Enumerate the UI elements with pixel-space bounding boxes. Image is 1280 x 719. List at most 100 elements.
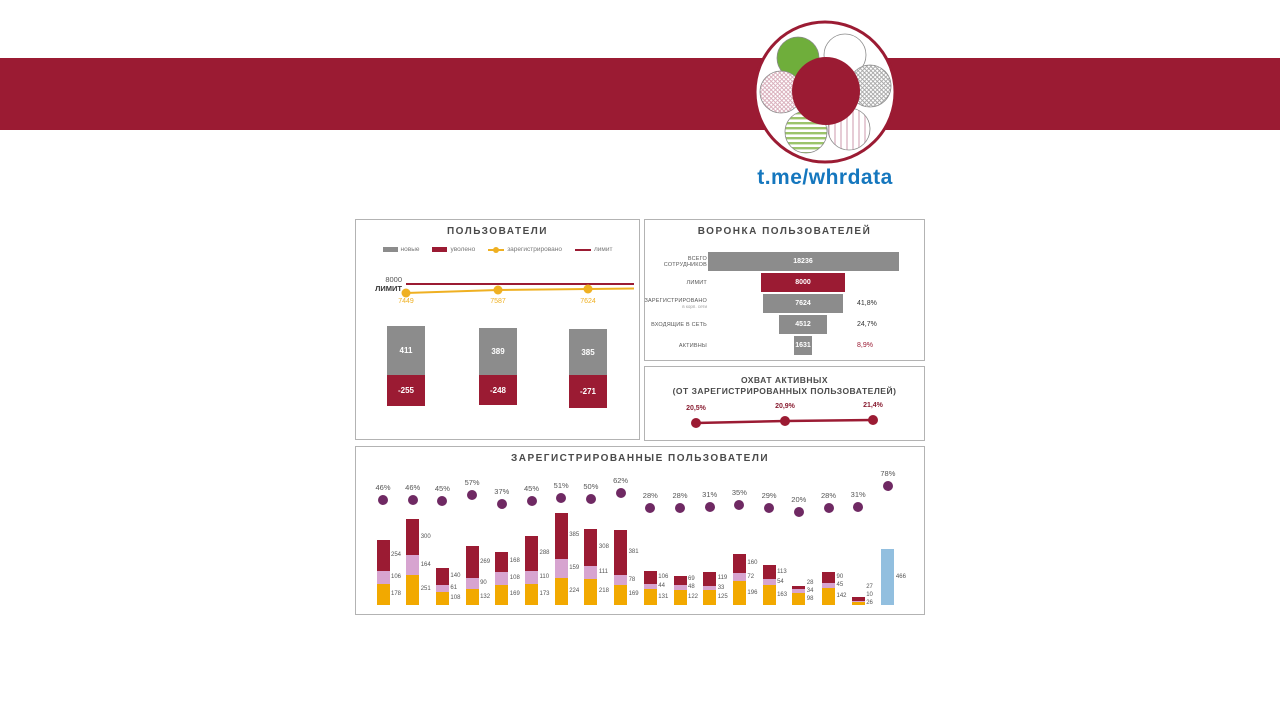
pct-label: 78% xyxy=(880,468,896,478)
segment-value: 196 xyxy=(747,589,758,596)
segment-value: 111 xyxy=(598,568,609,575)
users-legend: новые уволено зарегистрировано лимит xyxy=(356,246,639,253)
segment-value: 54 xyxy=(777,578,784,585)
funnel-row-label: АКТИВНЫ xyxy=(647,336,707,355)
limit-axis-label: 8000 ЛИМИТ xyxy=(358,275,402,293)
segment-value: 218 xyxy=(598,588,609,595)
segment-value: 45 xyxy=(836,581,844,588)
segment-value: 254 xyxy=(391,552,402,559)
pct-label: 51% xyxy=(553,481,569,491)
pct-dot xyxy=(407,495,418,506)
segment-value: 168 xyxy=(509,558,520,565)
bar-segment xyxy=(584,578,598,605)
registered-value: 7624 xyxy=(580,298,596,305)
funnel-row-label: ВСЕГО СОТРУДНИКОВ xyxy=(647,252,707,271)
bar-segment xyxy=(762,585,776,605)
bar-segment xyxy=(643,571,657,584)
fired-users-bar: -255 xyxy=(387,375,425,406)
gray-box-icon xyxy=(382,247,398,252)
segment-value: 106 xyxy=(658,574,669,581)
fired-users-bar: -248 xyxy=(479,375,517,405)
bar-segment xyxy=(792,593,806,605)
registered-panel: ЗАРЕГИСТРИРОВАННЫЕ ПОЛЬЗОВАТЕЛИ 46% 178 10… xyxy=(355,446,925,615)
bar-segment xyxy=(554,559,568,579)
pct-dot xyxy=(526,495,537,506)
segment-value: 108 xyxy=(450,595,461,602)
coverage-point-label: 20,5% xyxy=(686,405,706,412)
segment-value: 34 xyxy=(806,587,814,594)
pct-label: 45% xyxy=(434,483,450,493)
segment-value: 224 xyxy=(569,588,580,595)
pct-label: 31% xyxy=(850,490,866,500)
segment-value: 288 xyxy=(539,550,550,557)
funnel-row-label: ЗАРЕГИСТРИРОВАНО в корп. сети xyxy=(644,294,707,313)
registered-point xyxy=(583,284,593,294)
yellow-line-dot-icon xyxy=(488,246,505,253)
flower-logo xyxy=(750,17,900,167)
bar-segment xyxy=(792,585,806,590)
segment-value: 125 xyxy=(717,594,728,600)
bar-segment xyxy=(495,551,509,572)
segment-value: 48 xyxy=(688,583,695,590)
bar-segment xyxy=(554,578,568,605)
bar-segment xyxy=(732,572,746,582)
segment-value: 131 xyxy=(658,593,669,600)
pct-dot xyxy=(704,502,715,513)
telegram-link[interactable]: t.me/whrdata xyxy=(757,166,893,189)
segment-value: 44 xyxy=(658,583,665,590)
funnel-label-text: АКТИВНЫ xyxy=(678,342,707,349)
bar-segment xyxy=(376,540,390,571)
bar-segment xyxy=(673,584,687,591)
segment-value: 69 xyxy=(688,575,695,582)
legend-item: зарегистрировано xyxy=(488,246,562,253)
coverage-panel-subtitle: (ОТ ЗАРЕГИСТРИРОВАННЫХ ПОЛЬЗОВАТЕЛЕЙ) xyxy=(672,386,897,396)
segment-value: 159 xyxy=(569,565,580,572)
legend-label: лимит xyxy=(593,246,613,253)
pct-label: 62% xyxy=(613,476,629,486)
bar-segment xyxy=(614,584,628,605)
segment-value: 163 xyxy=(777,591,788,598)
segment-value: 169 xyxy=(628,591,639,598)
bar-segment xyxy=(584,565,598,579)
bar-segment xyxy=(465,546,479,579)
pct-label: 28% xyxy=(820,491,836,501)
bar-segment xyxy=(881,549,895,605)
bar-segment xyxy=(525,536,538,572)
bar-segment xyxy=(554,512,568,560)
funnel-row-label: ЛИМИТ xyxy=(647,273,707,292)
pct-dot xyxy=(585,493,596,504)
funnel-label-text: ЛИМИТ xyxy=(686,279,707,286)
bar-segment xyxy=(703,590,717,605)
segment-value: 381 xyxy=(628,549,639,555)
pct-dot xyxy=(882,480,893,491)
bar-segment xyxy=(465,578,479,590)
pct-dot xyxy=(496,499,507,510)
bar-segment xyxy=(703,586,717,590)
pct-label: 57% xyxy=(464,478,480,488)
registered-point xyxy=(401,288,411,298)
segment-value: 33 xyxy=(717,584,725,591)
coverage-panel-title: ОХВАТ АКТИВНЫХ xyxy=(740,375,829,385)
limit-value: 8000 xyxy=(385,275,402,284)
segment-value: 90 xyxy=(480,580,487,587)
pct-dot xyxy=(734,500,745,511)
bar-segment xyxy=(792,589,806,594)
segment-value: 78 xyxy=(628,576,636,583)
bar-segment xyxy=(822,571,835,583)
segment-value: 28 xyxy=(806,579,814,586)
pct-dot xyxy=(378,495,388,506)
bar-segment xyxy=(732,581,746,605)
segment-value: 27 xyxy=(866,583,873,590)
segment-value: 10 xyxy=(866,591,873,598)
segment-value: 61 xyxy=(450,584,458,591)
funnel-bar: 4512 xyxy=(779,315,827,334)
segment-value: 300 xyxy=(420,533,431,540)
maroon-line-icon xyxy=(574,248,591,251)
segment-value: 119 xyxy=(717,575,728,582)
segment-value: 110 xyxy=(539,574,550,581)
new-users-bar: 411 xyxy=(387,326,425,375)
segment-value: 108 xyxy=(509,574,520,581)
new-users-bar: 389 xyxy=(479,328,517,375)
coverage-point xyxy=(691,418,701,428)
funnel-label-text: ЗАРЕГИСТРИРОВАНО xyxy=(644,298,707,304)
